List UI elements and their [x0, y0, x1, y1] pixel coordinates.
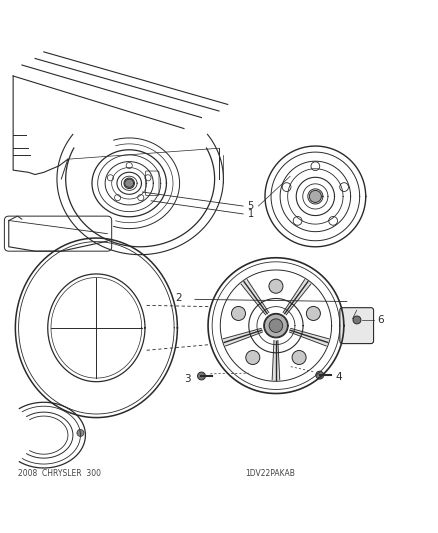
FancyBboxPatch shape	[340, 308, 374, 344]
Circle shape	[265, 314, 287, 337]
Text: 4: 4	[335, 372, 342, 382]
Polygon shape	[241, 280, 269, 315]
Text: 1: 1	[247, 209, 254, 219]
Text: 3: 3	[184, 374, 191, 384]
Circle shape	[232, 306, 246, 320]
Circle shape	[77, 430, 84, 437]
Circle shape	[269, 279, 283, 293]
Text: 2: 2	[175, 293, 182, 303]
Polygon shape	[272, 341, 280, 380]
Circle shape	[309, 190, 321, 203]
Polygon shape	[283, 280, 311, 315]
Text: 1DV22PAKAB: 1DV22PAKAB	[245, 469, 295, 478]
Circle shape	[198, 372, 205, 380]
Polygon shape	[223, 328, 262, 346]
Circle shape	[269, 319, 283, 333]
Circle shape	[292, 351, 306, 365]
Circle shape	[124, 178, 134, 189]
Circle shape	[316, 371, 324, 379]
Text: 6: 6	[378, 315, 384, 325]
Circle shape	[246, 351, 260, 365]
Text: 2008  CHRYSLER  300: 2008 CHRYSLER 300	[18, 469, 100, 478]
Text: 5: 5	[247, 201, 254, 211]
Circle shape	[306, 306, 320, 320]
Circle shape	[353, 316, 361, 324]
Polygon shape	[290, 328, 328, 346]
